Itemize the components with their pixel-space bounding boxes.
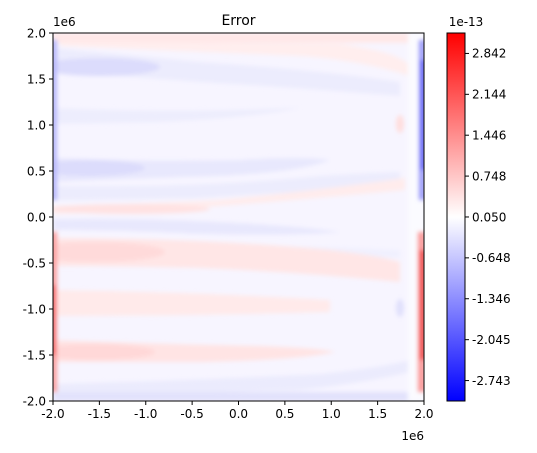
colorbar-tick-label: -0.648 xyxy=(472,251,511,265)
heatmap-band xyxy=(53,33,413,43)
heatmap-band xyxy=(53,218,340,235)
y-tick-label: 2.0 xyxy=(27,26,46,40)
heatmap-band xyxy=(53,160,145,176)
heatmap-band xyxy=(396,115,404,133)
colorbar-tick-label: 0.050 xyxy=(472,210,506,224)
y-tick-label: -1.0 xyxy=(23,302,46,316)
y-tick-label: 1.5 xyxy=(27,72,46,86)
x-tick-label: -0.5 xyxy=(180,407,203,421)
heatmap-band xyxy=(396,299,404,317)
x-tick-label: 2.0 xyxy=(414,407,433,421)
heatmap-band xyxy=(53,344,155,360)
x-offset-label: 1e6 xyxy=(401,429,424,443)
heatmap-band xyxy=(60,42,410,76)
y-axis: -2.0 -1.5 -1.0 -0.5 0.0 0.5 1.0 1.5 2.0 xyxy=(23,26,53,408)
y-tick-label: -2.0 xyxy=(23,394,46,408)
heatmap-band xyxy=(53,204,210,214)
heatmap-band xyxy=(53,290,330,316)
heatmap-edges xyxy=(53,40,424,392)
y-tick-label: -1.5 xyxy=(23,348,46,362)
heatmap-band xyxy=(53,108,300,124)
x-tick-label: 1.0 xyxy=(322,407,341,421)
colorbar-offset-label: 1e-13 xyxy=(449,15,484,29)
y-tick-label: -0.5 xyxy=(23,256,46,270)
colorbar-tick-label: -2.743 xyxy=(472,374,511,388)
edge-right-top-core xyxy=(421,60,424,170)
heatmap-band xyxy=(53,360,410,396)
x-tick-label: 0.5 xyxy=(275,407,294,421)
chart-title: Error xyxy=(221,13,255,29)
y-tick-label: 1.0 xyxy=(27,118,46,132)
y-tick-label: 0.0 xyxy=(27,210,46,224)
colorbar-tick-label: 0.748 xyxy=(472,169,506,183)
colorbar-tick-label: -2.045 xyxy=(472,333,511,347)
colorbar-tick-label: 2.842 xyxy=(472,47,506,61)
y-tick-label: 0.5 xyxy=(27,164,46,178)
plot-background xyxy=(53,33,424,401)
y-offset-label: 1e6 xyxy=(53,15,76,29)
heatmap-field xyxy=(53,33,424,401)
edge-right-bottom-core xyxy=(420,250,424,360)
colorbar-tick-label: 2.144 xyxy=(472,88,506,102)
x-tick-label: -1.0 xyxy=(134,407,157,421)
edge-left-top xyxy=(53,40,57,200)
edge-left-bottom-core xyxy=(53,285,55,355)
heatmap-band xyxy=(53,48,400,96)
heatmap-band xyxy=(53,242,165,262)
colorbar-gradient xyxy=(446,32,466,402)
heatmap-band xyxy=(53,172,400,200)
x-tick-label: 0.0 xyxy=(229,407,248,421)
colorbar: -2.743 -2.045 -1.346 -0.648 0.050 0.748 1.446 2… xyxy=(446,15,511,402)
colorbar-ticks: -2.743 -2.045 -1.346 -0.648 0.050 0.748 1.446 2… xyxy=(465,47,511,388)
heatmap-band xyxy=(53,58,160,76)
x-tick-label: 1.5 xyxy=(368,407,387,421)
x-axis: -2.0 -1.5 -1.0 -0.5 0.0 0.5 1.0 1.5 2.0 xyxy=(41,401,434,421)
x-tick-label: -2.0 xyxy=(41,407,64,421)
colorbar-tick-label: -1.346 xyxy=(472,292,511,306)
heatmap-band xyxy=(53,392,424,401)
colorbar-tick-label: 1.446 xyxy=(472,129,506,143)
x-tick-label: -1.5 xyxy=(88,407,111,421)
heatmap-plot-area xyxy=(52,32,425,402)
